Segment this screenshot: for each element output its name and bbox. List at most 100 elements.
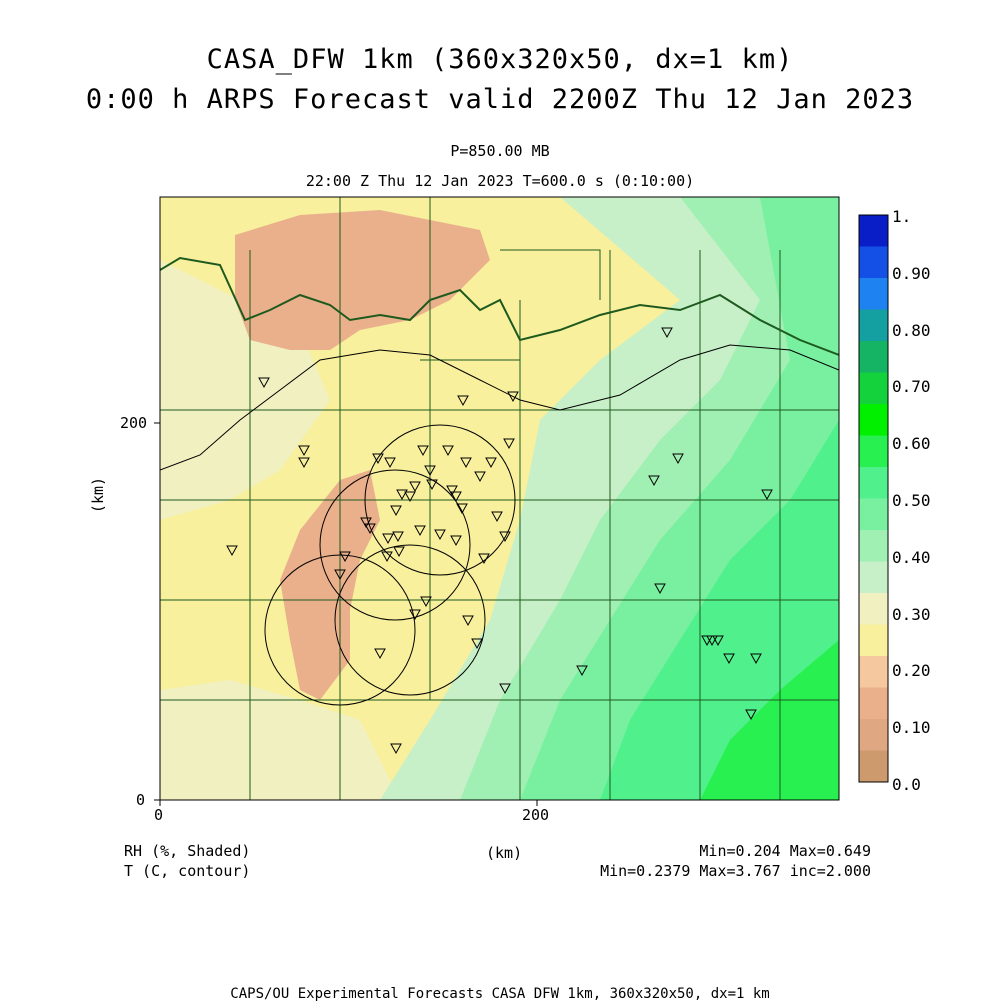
station-marker bbox=[450, 491, 462, 503]
shaded-stats: Min=0.204 Max=0.649 bbox=[699, 842, 871, 860]
y-axis-label: (km) bbox=[89, 476, 108, 514]
x-axis-label: (km) bbox=[486, 844, 523, 862]
station-marker bbox=[471, 638, 483, 650]
colorbar-label: 0.50 bbox=[892, 491, 931, 510]
colorbar-swatch bbox=[859, 309, 888, 342]
y-tick-0: 0 bbox=[136, 791, 146, 809]
station-marker bbox=[434, 529, 446, 541]
station-marker bbox=[706, 635, 718, 647]
legend-contour: T (C, contour) bbox=[124, 862, 251, 880]
station-marker bbox=[420, 596, 432, 608]
station-marker bbox=[409, 609, 421, 621]
colorbar-swatch bbox=[859, 719, 888, 751]
station-marker bbox=[460, 457, 472, 469]
station-marker bbox=[226, 545, 238, 557]
pressure-level: P=850.00 MB bbox=[450, 142, 550, 160]
station-marker bbox=[393, 546, 405, 558]
state-border-red-river bbox=[160, 256, 839, 356]
x-tick-0: 0 bbox=[154, 806, 164, 824]
rh-dry-region-north bbox=[235, 210, 490, 350]
colorbar-swatch bbox=[859, 404, 888, 436]
temperature-contours bbox=[160, 344, 839, 471]
station-marker bbox=[450, 535, 462, 547]
station-marker bbox=[409, 481, 421, 493]
station-marker bbox=[491, 511, 503, 523]
station-marker bbox=[446, 485, 458, 497]
station-marker bbox=[298, 445, 310, 457]
axis-ticks bbox=[154, 422, 538, 806]
colorbar-swatch bbox=[859, 467, 888, 499]
station-marker bbox=[382, 533, 394, 545]
colorbar-frame bbox=[858, 214, 889, 783]
colorbar-swatch bbox=[859, 435, 888, 468]
station-marker bbox=[499, 531, 511, 543]
station-marker bbox=[456, 503, 468, 515]
colorbar-label: 0.90 bbox=[892, 263, 931, 283]
station-markers bbox=[226, 327, 773, 755]
y-tick-200: 200 bbox=[120, 414, 148, 432]
colorbar-label: 0.0 bbox=[892, 775, 921, 794]
station-marker bbox=[364, 523, 376, 535]
station-marker bbox=[499, 683, 511, 695]
title-line-2: 0:00 h ARPS Forecast valid 2200Z Thu 12 … bbox=[85, 84, 915, 115]
station-marker bbox=[750, 653, 762, 665]
colorbar-swatch bbox=[859, 372, 888, 405]
station-marker bbox=[334, 569, 346, 581]
station-marker bbox=[396, 489, 408, 501]
station-marker bbox=[712, 635, 724, 647]
station-marker bbox=[745, 709, 757, 721]
colorbar-label: 0.70 bbox=[892, 377, 931, 397]
station-marker bbox=[442, 445, 454, 457]
colorbar-swatch bbox=[859, 624, 888, 657]
colorbar-label: 0.20 bbox=[892, 661, 931, 681]
colorbar-label: 0.80 bbox=[892, 320, 931, 340]
station-marker bbox=[390, 743, 402, 755]
legend-shaded: RH (%, Shaded) bbox=[124, 842, 251, 860]
radar-range-circles bbox=[264, 424, 516, 706]
colorbar-swatch bbox=[859, 215, 888, 247]
station-marker bbox=[485, 457, 497, 469]
colorbar-swatch bbox=[859, 498, 888, 531]
station-marker bbox=[360, 517, 372, 529]
station-marker bbox=[503, 438, 515, 450]
station-marker bbox=[404, 491, 416, 503]
colorbar-swatch bbox=[859, 561, 888, 594]
colorbar-swatch bbox=[859, 656, 888, 688]
colorbar-swatch bbox=[859, 341, 888, 373]
station-marker bbox=[374, 648, 386, 660]
station-marker bbox=[426, 479, 438, 491]
station-marker bbox=[723, 653, 735, 665]
station-marker bbox=[424, 465, 436, 477]
station-marker bbox=[339, 551, 351, 563]
station-marker bbox=[390, 505, 402, 517]
colorbar-label: 0.60 bbox=[892, 434, 931, 454]
colorbar-label: 0.10 bbox=[892, 718, 931, 738]
station-marker bbox=[654, 583, 666, 595]
colorbar-swatch bbox=[859, 593, 888, 625]
colorbar-swatch bbox=[859, 687, 888, 720]
footer-credit: CAPS/OU Experimental Forecasts CASA DFW … bbox=[230, 986, 770, 1002]
colorbar-swatch bbox=[859, 246, 888, 279]
station-marker bbox=[417, 445, 429, 457]
station-marker bbox=[576, 665, 588, 677]
station-marker bbox=[381, 551, 393, 563]
station-marker bbox=[414, 525, 426, 537]
station-marker bbox=[661, 327, 673, 339]
station-marker bbox=[258, 377, 270, 389]
station-marker bbox=[372, 453, 384, 465]
station-marker bbox=[478, 553, 490, 565]
station-marker bbox=[507, 391, 519, 403]
x-tick-200: 200 bbox=[522, 806, 550, 824]
colorbar-swatch bbox=[859, 750, 888, 783]
rh-dry-region-southwest bbox=[280, 470, 380, 700]
station-marker bbox=[462, 615, 474, 627]
colorbar bbox=[858, 214, 889, 783]
colorbar-swatch bbox=[859, 530, 888, 562]
station-marker bbox=[761, 489, 773, 501]
plot-frame bbox=[159, 196, 840, 801]
station-marker bbox=[672, 453, 684, 465]
station-marker bbox=[648, 475, 660, 487]
station-marker bbox=[474, 471, 486, 483]
station-marker bbox=[384, 457, 396, 469]
